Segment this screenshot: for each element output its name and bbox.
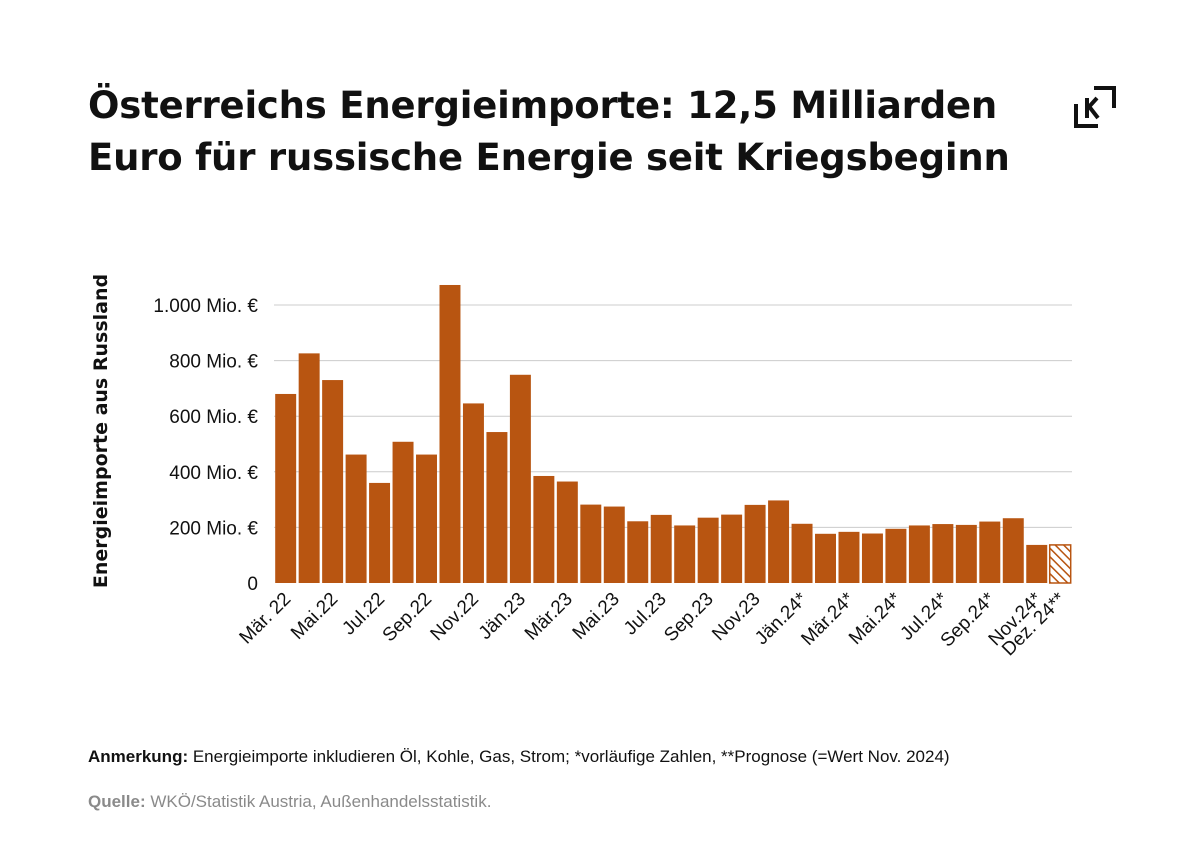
source-label: Quelle: [88,792,146,811]
bar [674,525,696,583]
chart-title-line-2: Euro für russische Energie seit Kriegsbe… [88,136,1010,179]
bar [369,482,391,583]
x-tick-label: Sep.23 [660,589,717,646]
bar [1002,518,1024,583]
bar [861,533,883,583]
bar [298,353,320,583]
bar [462,403,484,583]
bar [908,525,930,583]
x-tick-label: Mär.23 [521,589,577,645]
kontrast-logo-icon [1074,86,1116,128]
bar [932,524,954,583]
bar [486,432,508,583]
x-tick-label: Nov.22 [427,589,483,645]
x-tick-label: Mai.22 [287,589,342,644]
y-tick-label: 400 Mio. € [169,463,258,484]
y-tick-label: 200 Mio. € [169,518,258,539]
bar [603,506,625,583]
y-tick-label: 600 Mio. € [169,407,258,428]
bar [392,441,414,583]
footnote-text: Energieimporte inkludieren Öl, Kohle, Ga… [188,747,950,766]
source-line: Quelle: WKÖ/Statistik Austria, Außenhand… [88,792,491,812]
x-tick-label: Jän.23 [475,589,530,644]
x-axis-ticks: Mär. 22Mai.22Jul.22Sep.22Nov.22Jän.23Mär… [236,588,1071,660]
bar-chart: 0 200 Mio. € 400 Mio. € 600 Mio. € 800 Mio. … [90,274,1072,660]
bar-forecast [1048,544,1072,584]
bar [275,393,297,583]
bar [744,504,766,583]
source-text: WKÖ/Statistik Austria, Außenhandelsstati… [145,792,492,811]
bar [955,524,977,583]
x-tick-label: Mär.24* [797,588,859,650]
bar [885,528,907,583]
bar [580,504,602,583]
y-tick-label: 0 [247,574,258,595]
y-tick-label: 1.000 Mio. € [153,296,258,317]
footnote-label: Anmerkung: [88,747,189,766]
chart-title-line-1: Österreichs Energieimporte: 12,5 Milliar… [88,84,998,127]
bar [556,481,578,583]
y-axis-ticks: 0 200 Mio. € 400 Mio. € 600 Mio. € 800 Mio. … [153,296,258,595]
bar [650,514,672,583]
bars [275,284,1072,584]
x-tick-label: Mai.23 [569,589,624,644]
x-tick-label: Mär. 22 [236,589,296,649]
bar [416,454,437,583]
y-axis-label: Energieimporte aus Russland [90,274,112,588]
bar [815,533,836,583]
bar [345,454,367,583]
bar [322,380,344,583]
bar [721,514,743,583]
footnote: Anmerkung: Energieimporte inkludieren Öl… [88,747,950,767]
bar [838,531,860,583]
bar [791,523,813,583]
chart-title: Österreichs Energieimporte: 12,5 Milliar… [88,80,1088,184]
bar [509,374,531,583]
y-tick-label: 800 Mio. € [169,352,258,373]
bar [627,521,649,583]
x-tick-label: Mai.24* [845,588,906,649]
x-tick-label: Sep.22 [379,589,436,646]
bar [1026,544,1048,583]
bar [768,500,790,583]
bar [533,475,555,583]
bar [979,521,1001,583]
bar [439,284,461,583]
bar [697,517,719,583]
